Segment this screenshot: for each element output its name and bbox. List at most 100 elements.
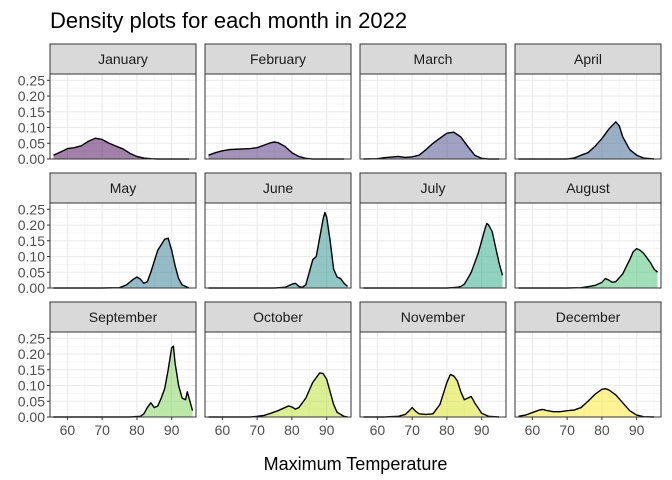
density-line-september — [53, 345, 194, 418]
facet-july: July — [359, 172, 507, 289]
x-tick-label: 90 — [629, 422, 645, 438]
x-tick-label: 80 — [439, 422, 455, 438]
density-area-june — [208, 212, 348, 288]
panel-border-june — [204, 202, 352, 289]
density-area-april — [518, 121, 655, 159]
y-tick-label: 0.05 — [18, 264, 45, 280]
strip-label-march: March — [414, 51, 453, 67]
density-line-may — [53, 237, 190, 289]
facet-january: January 0.000.050.100.150.200.25 — [18, 43, 197, 167]
y-tick-label: 0.05 — [18, 135, 45, 151]
y-tick-label: 0.10 — [18, 378, 45, 394]
panel-border-february — [204, 73, 352, 160]
y-tick-label: 0.10 — [18, 249, 45, 265]
density-line-december — [518, 387, 655, 418]
strip-october — [204, 301, 352, 333]
x-tick-label: 90 — [319, 422, 335, 438]
strip-label-december: December — [556, 309, 621, 325]
strip-label-august: August — [566, 180, 610, 196]
density-area-july — [363, 223, 503, 288]
panel-bg-november — [360, 332, 506, 417]
x-tick-label: 60 — [60, 422, 76, 438]
x-tick-label: 60 — [525, 422, 541, 438]
y-tick-label: 0.25 — [18, 330, 45, 346]
facet-august: August — [514, 172, 662, 289]
y-tick-label: 0.15 — [18, 104, 45, 120]
density-area-september — [53, 346, 193, 417]
density-area-november — [363, 374, 500, 417]
strip-april — [514, 43, 662, 75]
facet-november: November 60 70 80 90 — [359, 301, 507, 438]
x-tick-label: 70 — [249, 422, 265, 438]
strip-label-january: January — [98, 51, 148, 67]
panel-bg-april — [515, 74, 661, 159]
x-tick-label: 70 — [404, 422, 420, 438]
strip-label-june: June — [263, 180, 294, 196]
strip-label-february: February — [250, 51, 306, 67]
x-tick-label: 70 — [94, 422, 110, 438]
x-tick-label: 60 — [215, 422, 231, 438]
panel-border-october — [204, 331, 352, 418]
facet-october: October 60 70 80 90 — [204, 301, 352, 438]
strip-label-may: May — [110, 180, 136, 196]
strip-august — [514, 172, 662, 204]
strip-may — [49, 172, 197, 204]
x-axis-title: Maximum Temperature — [264, 454, 448, 474]
density-line-february — [208, 141, 345, 160]
strip-march — [359, 43, 507, 75]
y-tick-label: 0.25 — [18, 72, 45, 88]
density-line-july — [363, 222, 504, 289]
panel-border-april — [514, 73, 662, 160]
facet-april: April — [514, 43, 662, 160]
strip-june — [204, 172, 352, 204]
y-tick-label: 0.05 — [18, 393, 45, 409]
density-line-november — [363, 373, 500, 418]
facet-december: December 60 70 80 90 — [514, 301, 662, 438]
facet-september: September 0.000.050.100.150.200.25 60 70 80 9… — [18, 301, 197, 438]
facet-march: March — [359, 43, 507, 160]
strip-label-july: July — [421, 180, 446, 196]
y-tick-label: 0.10 — [18, 120, 45, 136]
y-tick-label: 0.00 — [18, 280, 45, 296]
panel-border-july — [359, 202, 507, 289]
x-tick-label: 80 — [284, 422, 300, 438]
y-tick-label: 0.20 — [18, 88, 45, 104]
density-line-august — [518, 247, 658, 289]
strip-label-september: September — [89, 309, 158, 325]
density-line-october — [208, 372, 348, 418]
y-tick-label: 0.15 — [18, 362, 45, 378]
facet-may: May 0.000.050.100.150.200.25 — [18, 172, 197, 296]
panel-border-august — [514, 202, 662, 289]
y-tick-label: 0.15 — [18, 233, 45, 249]
strip-december — [514, 301, 662, 333]
y-tick-label: 0.00 — [18, 151, 45, 167]
panel-border-december — [514, 331, 662, 418]
density-line-june — [208, 211, 348, 289]
x-tick-label: 80 — [129, 422, 145, 438]
panel-border-march — [359, 73, 507, 160]
strip-november — [359, 301, 507, 333]
density-area-february — [208, 142, 345, 159]
y-tick-label: 0.20 — [18, 346, 45, 362]
strip-label-november: November — [401, 309, 466, 325]
facet-february: February — [204, 43, 352, 160]
x-tick-label: 80 — [594, 422, 610, 438]
y-tick-label: 0.00 — [18, 409, 45, 425]
density-line-march — [363, 131, 500, 160]
panel-border-may — [49, 202, 197, 289]
x-tick-label: 90 — [474, 422, 490, 438]
strip-label-october: October — [253, 309, 303, 325]
density-area-may — [53, 238, 190, 288]
panel-border-september — [49, 331, 197, 418]
panel-border-november — [359, 331, 507, 418]
strip-label-april: April — [574, 51, 602, 67]
facet-june: June — [204, 172, 352, 289]
x-tick-label: 90 — [164, 422, 180, 438]
x-tick-label: 60 — [370, 422, 386, 438]
strip-january — [49, 43, 197, 75]
chart-title: Density plots for each month in 2022 — [50, 8, 407, 33]
y-tick-label: 0.25 — [18, 201, 45, 217]
x-tick-label: 70 — [559, 422, 575, 438]
y-tick-label: 0.20 — [18, 217, 45, 233]
